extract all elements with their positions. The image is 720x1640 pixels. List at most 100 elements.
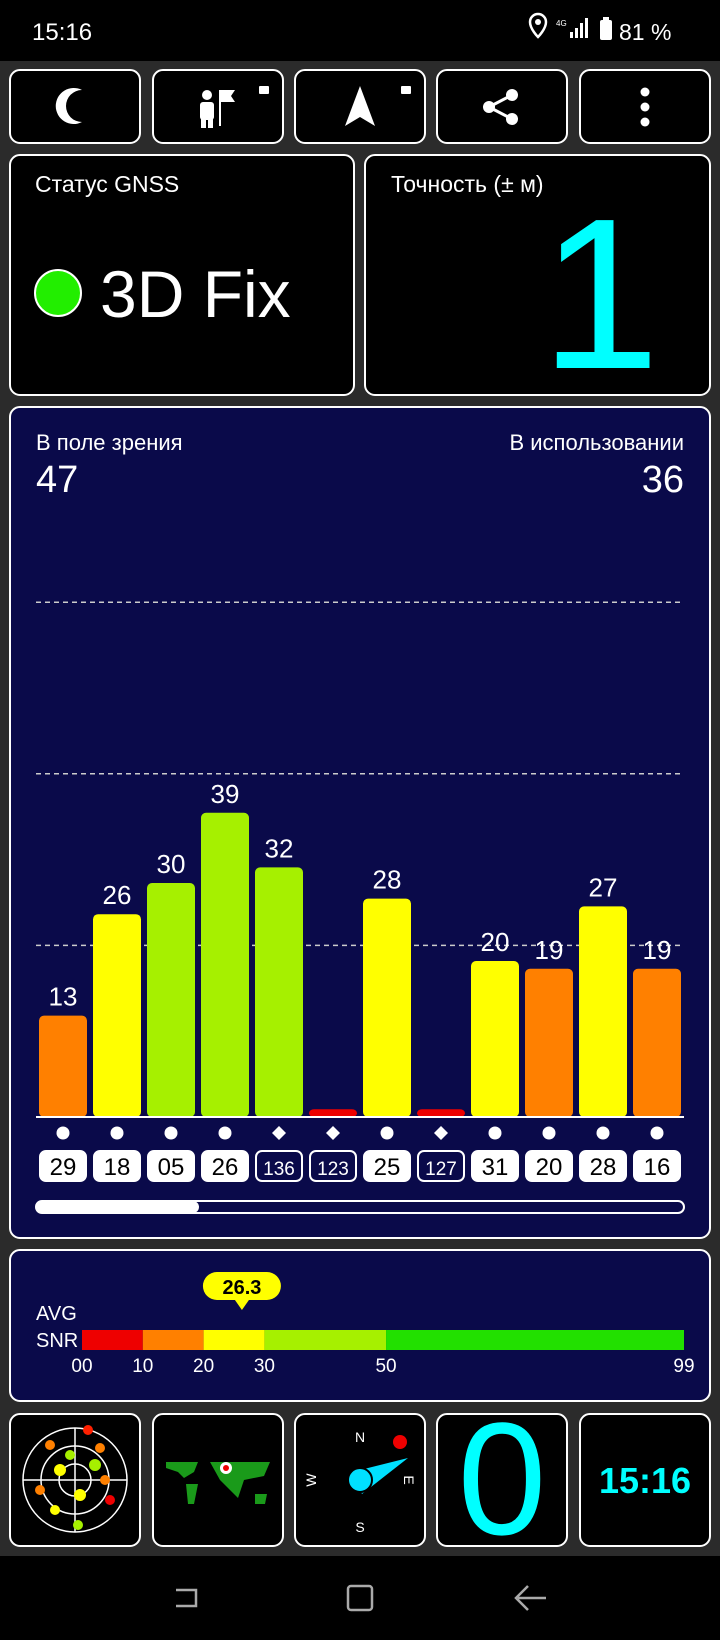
toolbar-icons: [55, 86, 650, 128]
satellite-id: 127: [425, 1159, 457, 1180]
value-label: 13: [49, 982, 78, 1012]
used-marker: [380, 1126, 394, 1140]
satellite-id-box: [201, 1150, 249, 1182]
snr-band: [386, 1330, 684, 1350]
used-marker: [542, 1126, 556, 1140]
satellite-id: 16: [644, 1154, 671, 1181]
value-label: 30: [157, 849, 186, 879]
used-marker: [596, 1126, 610, 1140]
snr-tick-label: 50: [375, 1356, 396, 1377]
in-use-count: 36: [642, 459, 684, 501]
unused-marker: [434, 1126, 448, 1140]
counter-tile[interactable]: [436, 1413, 568, 1547]
value-label: 39: [211, 779, 240, 809]
satellite-id-box: [363, 1150, 411, 1182]
places-button[interactable]: [152, 69, 284, 144]
navigation-bar: [0, 1556, 720, 1640]
compass-w: W: [303, 1473, 319, 1487]
used-marker: [164, 1126, 178, 1140]
satellite-id-box: [633, 1150, 681, 1182]
snr-tick-label: 20: [193, 1356, 214, 1377]
world-map-tile[interactable]: [152, 1413, 284, 1547]
compass-e: E: [401, 1475, 417, 1484]
bar: [579, 906, 627, 1117]
snr-bar-chart: 13 29 26 18 30 05 39 26 32 136 123 28 25 127 20 31 19 20 2…: [36, 601, 684, 1182]
in-view-label: В поле зрения: [36, 430, 183, 455]
value-label: 26: [103, 880, 132, 910]
status-icons: [528, 12, 612, 40]
accuracy-value: 1: [540, 173, 660, 414]
satellite-id: 05: [158, 1154, 185, 1181]
bar: [201, 812, 249, 1117]
bar: [417, 1109, 465, 1117]
satellite-id-box: [255, 1150, 303, 1182]
satellite-id: 20: [536, 1154, 563, 1181]
snr-tick-label: 30: [254, 1356, 275, 1377]
status-time: 15:16: [32, 19, 92, 46]
bar: [633, 968, 681, 1117]
satellite-id: 18: [104, 1154, 131, 1181]
satellite-id-box: [471, 1150, 519, 1182]
gnss-title: Статус GNSS: [35, 171, 179, 197]
avg-label: AVG: [36, 1303, 77, 1325]
satellite-id: 31: [482, 1154, 509, 1181]
bar: [363, 898, 411, 1117]
share-button[interactable]: [436, 69, 568, 144]
satellite-id-box: [309, 1150, 357, 1182]
unused-marker: [272, 1126, 286, 1140]
bar: [147, 883, 195, 1117]
value-label: 32: [265, 833, 294, 863]
satellite-id-box: [147, 1150, 195, 1182]
satellite-id: 136: [263, 1159, 295, 1180]
satellite-id: 29: [50, 1154, 77, 1181]
value-label: 19: [643, 935, 672, 965]
snr-tick-label: 00: [71, 1356, 92, 1377]
satellite-id-box: [525, 1150, 573, 1182]
bar: [525, 968, 573, 1117]
bar: [93, 914, 141, 1117]
value-label: 20: [481, 927, 510, 957]
counter-value: 0: [458, 1389, 547, 1568]
satellite-id: 123: [317, 1159, 349, 1180]
scroll-thumb[interactable]: [36, 1201, 199, 1213]
satellite-id-box: [39, 1150, 87, 1182]
used-marker: [650, 1126, 664, 1140]
snr-tick-label: 10: [132, 1356, 153, 1377]
gnss-status-tile: [9, 154, 355, 396]
used-marker: [56, 1126, 70, 1140]
nav-buttons: [176, 1584, 546, 1612]
snr-band: [203, 1330, 265, 1350]
snr-band: [264, 1330, 387, 1350]
used-marker: [488, 1126, 502, 1140]
satellite-id-box: [93, 1150, 141, 1182]
compass-icon: [347, 1435, 408, 1494]
satellite-id-box: [417, 1150, 465, 1182]
snr-scale: 00 10 20 30 50 99 26.3: [71, 1272, 695, 1377]
battery-level: 81 %: [619, 19, 671, 45]
in-view-count: 47: [36, 459, 78, 501]
network-type: 4G: [556, 19, 567, 28]
satellite-id: 26: [212, 1154, 239, 1181]
satellite-id: 28: [590, 1154, 617, 1181]
snr-band: [142, 1330, 204, 1350]
used-marker: [110, 1126, 124, 1140]
value-label: 27: [589, 872, 618, 902]
satellite-id: 25: [374, 1154, 401, 1181]
snr-band: [82, 1330, 143, 1350]
value-label: 28: [373, 865, 402, 895]
fix-indicator: [34, 269, 82, 317]
snr-label: SNR: [36, 1330, 78, 1352]
world-map-icon: [166, 1462, 270, 1504]
clock-tile[interactable]: [579, 1413, 711, 1547]
value-label: 19: [535, 935, 564, 965]
accuracy-title: Точность (± м): [391, 171, 544, 197]
avg-pointer: [202, 1272, 281, 1310]
night-mode-button[interactable]: [9, 69, 141, 144]
snr-tick-label: 99: [673, 1356, 694, 1377]
bar: [39, 1015, 87, 1117]
clock-value: 15:16: [599, 1460, 691, 1501]
compass-n: N: [355, 1429, 365, 1445]
snr-panel: [9, 1249, 711, 1402]
compass-s: S: [355, 1519, 364, 1535]
sky-plot-icon: [22, 1425, 128, 1533]
